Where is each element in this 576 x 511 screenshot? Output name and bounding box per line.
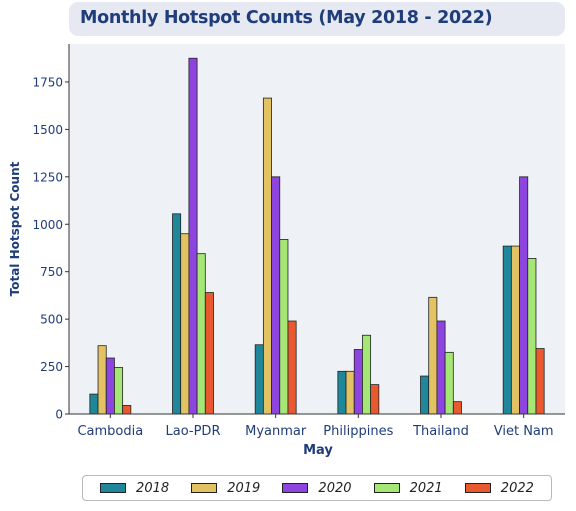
bar-myanmar-2020 — [271, 176, 281, 415]
bar-cambodia-2020 — [105, 357, 115, 415]
y-axis-label: Total Hotspot Count — [8, 161, 22, 296]
y-tick-label: 750 — [40, 265, 63, 279]
bar-philippines-2018 — [337, 370, 347, 415]
legend-item-2021: 2021 — [373, 480, 443, 496]
x-tick-label: Thailand — [412, 424, 469, 439]
y-tick-label: 1250 — [32, 170, 63, 184]
bar-viet-nam-2019 — [510, 245, 520, 415]
legend-label: 2021 — [409, 480, 443, 496]
x-tick-label: Lao-PDR — [166, 424, 221, 439]
bar-philippines-2019 — [345, 370, 355, 415]
legend-swatch — [191, 483, 218, 493]
x-tick-label: Viet Nam — [494, 424, 554, 439]
bar-thailand-2021 — [444, 351, 454, 415]
bar-lao-pdr-2018 — [172, 213, 182, 415]
legend-label: 2022 — [500, 480, 534, 496]
bar-thailand-2018 — [420, 375, 430, 415]
bar-lao-pdr-2019 — [180, 233, 190, 415]
bar-thailand-2022 — [452, 401, 462, 415]
bar-lao-pdr-2021 — [196, 253, 206, 415]
legend: 2018 2019 2020 2021 2022 — [82, 475, 552, 501]
legend-item-2018: 2018 — [100, 481, 169, 496]
bar-myanmar-2018 — [254, 344, 264, 415]
bar-cambodia-2021 — [114, 367, 124, 415]
bar-cambodia-2022 — [122, 405, 132, 415]
legend-swatch — [373, 483, 400, 493]
y-tick-label: 500 — [40, 313, 63, 327]
bar-myanmar-2022 — [287, 320, 297, 415]
bar-myanmar-2019 — [262, 97, 272, 415]
x-tick-label: Philippines — [323, 424, 393, 439]
x-tick-label: Cambodia — [77, 424, 143, 439]
bar-viet-nam-2018 — [502, 245, 512, 415]
legend-label: 2019 — [227, 480, 261, 496]
x-tick-label: Myanmar — [245, 424, 307, 439]
chart-area: 0 250 500 750 1000 1250 1500 1750 Cambodia Lao-PD… — [8, 44, 565, 458]
legend-swatch — [282, 483, 309, 493]
bar-viet-nam-2022 — [535, 348, 545, 415]
y-tick-label: 1750 — [32, 75, 63, 89]
bar-cambodia-2019 — [97, 345, 107, 415]
y-tick-label: 1500 — [32, 123, 63, 137]
bar-cambodia-2018 — [89, 393, 99, 415]
bar-lao-pdr-2020 — [188, 57, 198, 415]
bar-philippines-2022 — [370, 384, 380, 415]
bar-myanmar-2021 — [279, 239, 289, 415]
bar-viet-nam-2020 — [519, 176, 529, 415]
y-tick-label: 250 — [40, 360, 63, 374]
y-tick-label: 1000 — [32, 218, 63, 232]
bar-lao-pdr-2022 — [204, 292, 214, 415]
chart-title-box: Monthly Hotspot Counts (May 2018 - 2022) — [69, 2, 565, 36]
bar-philippines-2020 — [353, 349, 363, 415]
bar-thailand-2020 — [436, 320, 446, 415]
legend-swatch — [464, 483, 491, 493]
legend-item-2022: 2022 — [464, 480, 534, 496]
bar-philippines-2021 — [362, 334, 372, 415]
legend-swatch — [100, 483, 127, 493]
chart-title: Monthly Hotspot Counts (May 2018 - 2022) — [80, 8, 493, 28]
bar-thailand-2019 — [428, 296, 438, 415]
x-axis-label: May — [303, 443, 333, 458]
plot-background — [69, 44, 565, 414]
legend-item-2019: 2019 — [191, 481, 260, 496]
legend-item-2020: 2020 — [282, 480, 352, 496]
bar-viet-nam-2021 — [527, 258, 537, 415]
legend-label: 2018 — [136, 480, 170, 496]
y-tick-label: 0 — [55, 408, 63, 422]
legend-label: 2020 — [318, 480, 352, 496]
